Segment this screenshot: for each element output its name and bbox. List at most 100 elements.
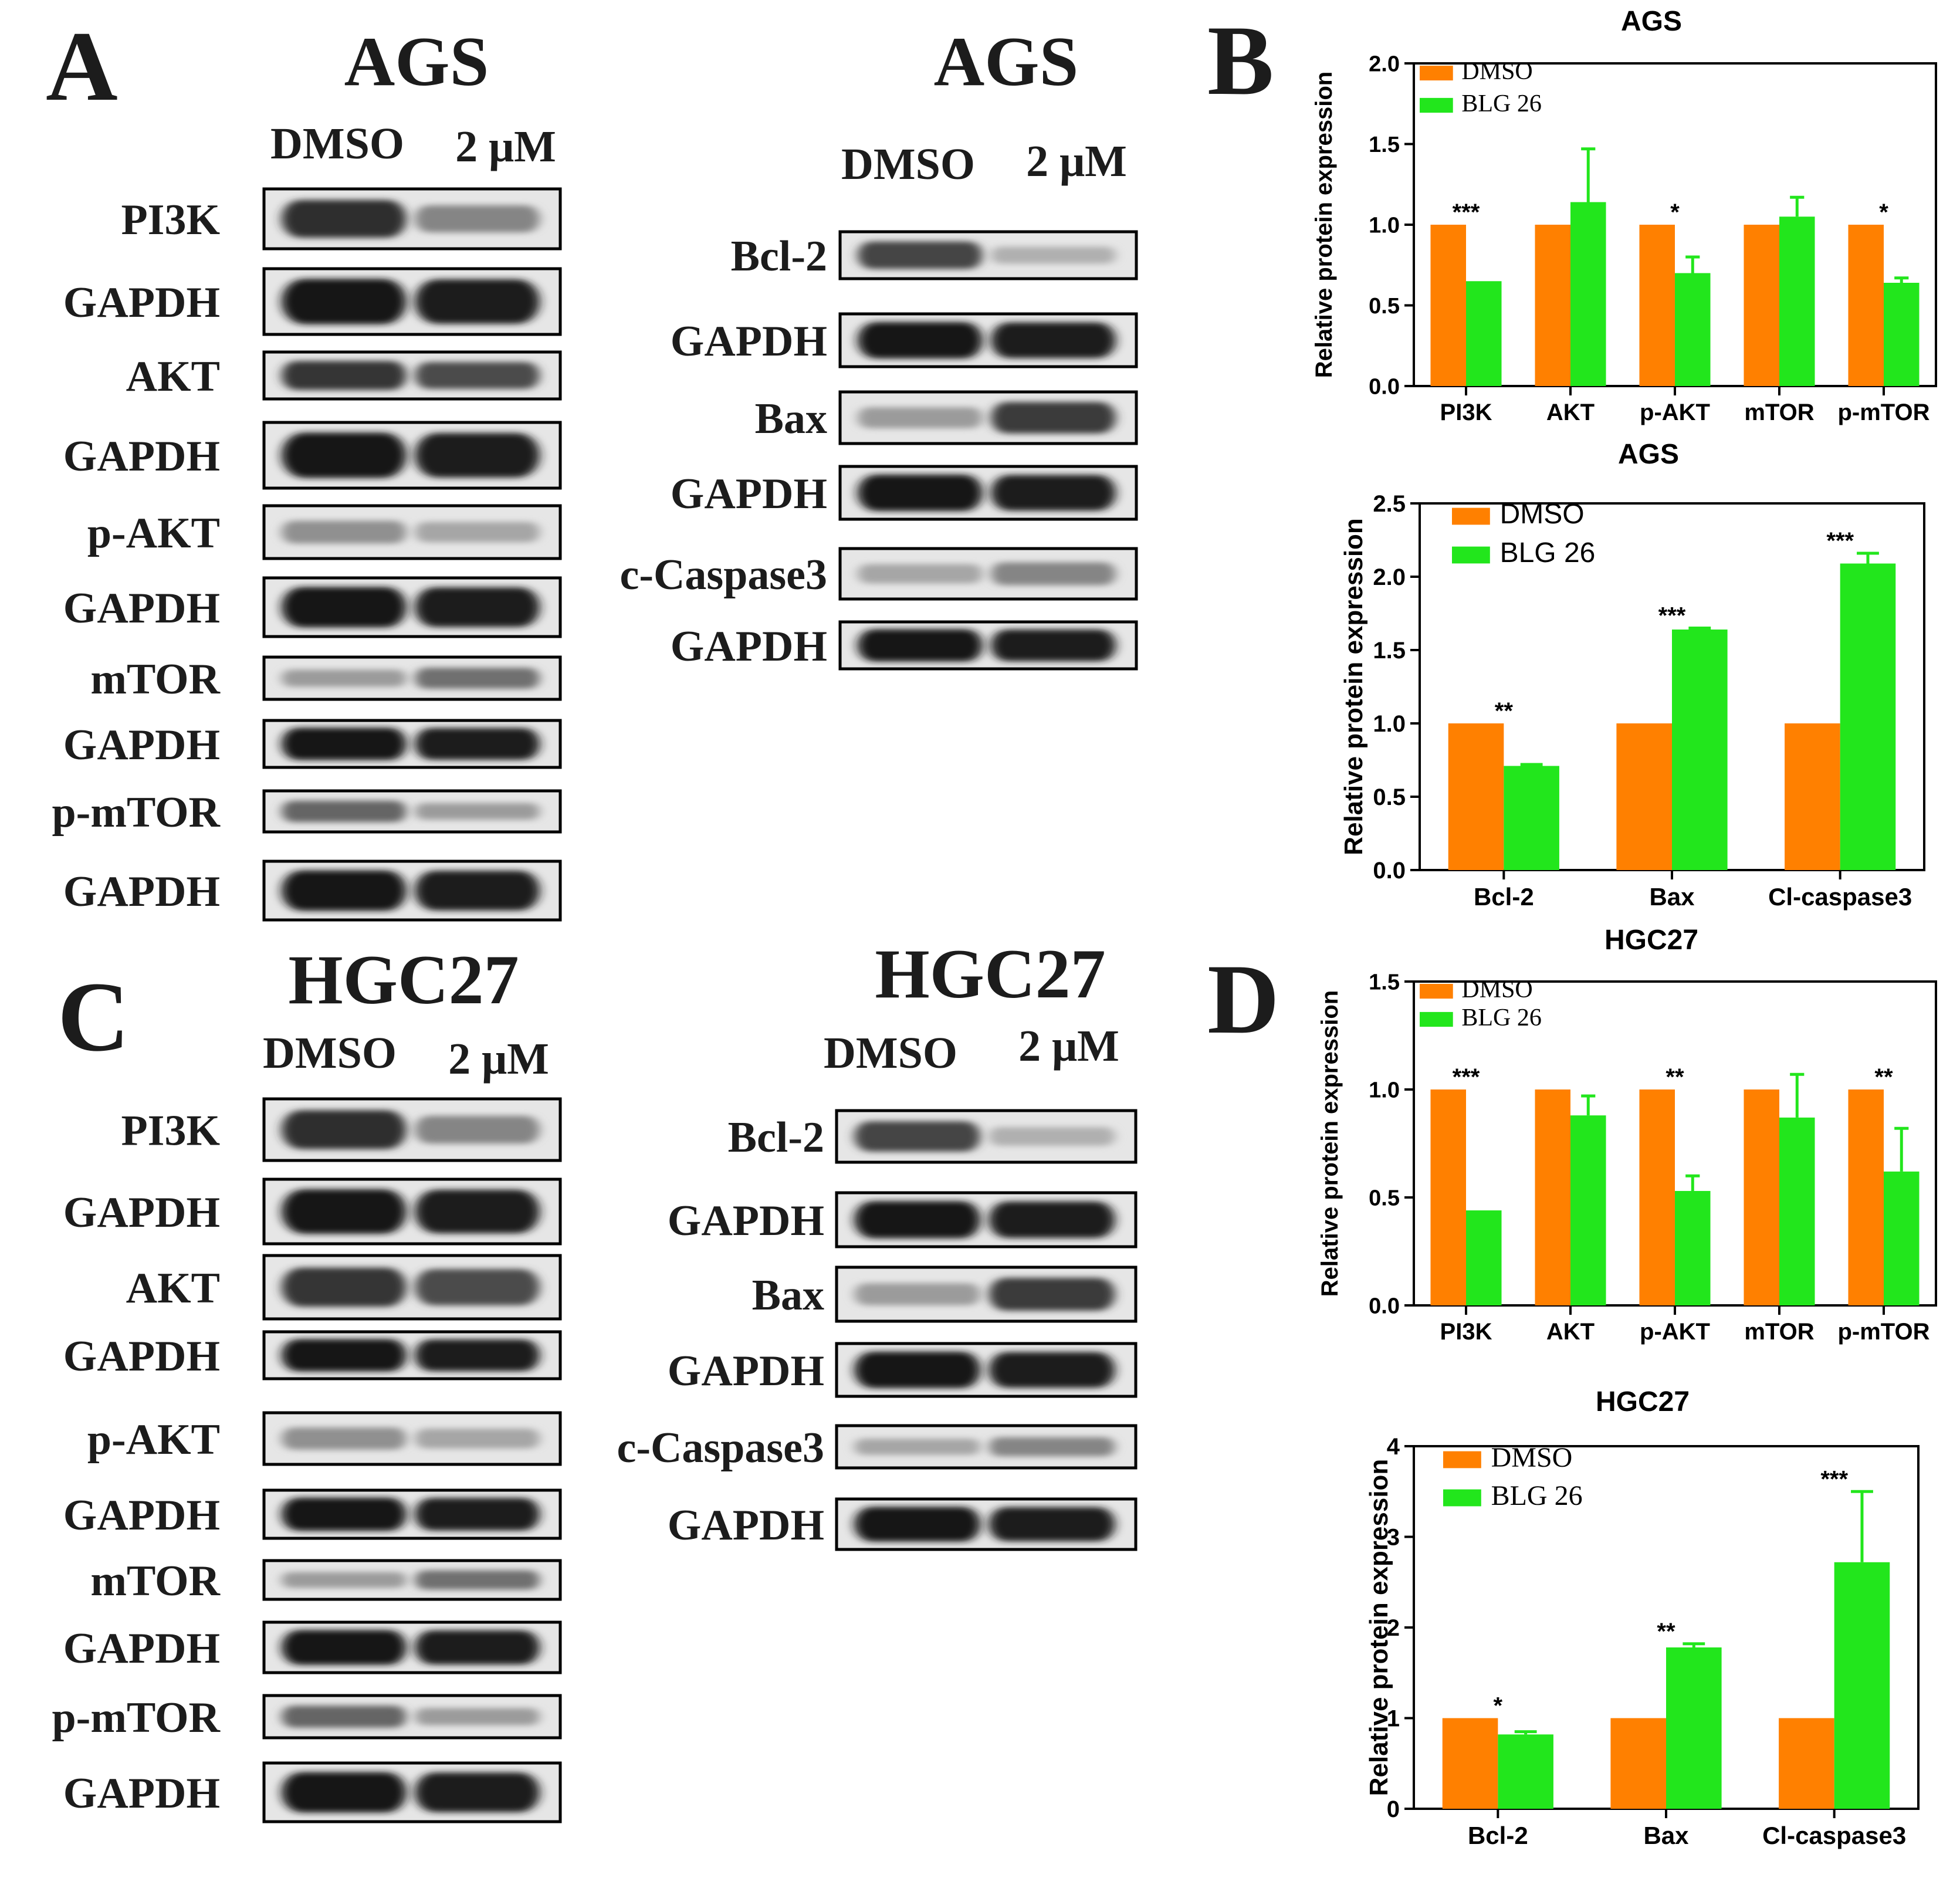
bar-blg26 bbox=[1570, 1115, 1606, 1305]
lane-label-treated: 2 μM bbox=[455, 122, 556, 171]
legend-swatch-blg26 bbox=[1420, 1011, 1453, 1027]
blot-row-label: GAPDH bbox=[63, 1189, 220, 1237]
band-dmso bbox=[282, 727, 407, 760]
bar-blg26 bbox=[1884, 283, 1920, 386]
blot-strip-border bbox=[835, 1424, 1138, 1470]
blot-strip-border bbox=[262, 350, 562, 401]
x-tick-label: PI3K bbox=[1440, 400, 1492, 425]
blot-row-label: GAPDH bbox=[668, 1197, 824, 1245]
blot-row-label: GAPDH bbox=[63, 279, 220, 327]
significance-mark: *** bbox=[1658, 603, 1686, 629]
x-tick-label: p-AKT bbox=[1640, 1319, 1710, 1345]
band-dmso bbox=[282, 279, 407, 324]
blot-row-bcl-2: Bcl-2 bbox=[731, 230, 1138, 280]
blot-row-label: GAPDH bbox=[63, 584, 220, 632]
bar-blg26 bbox=[1570, 202, 1606, 386]
x-tick-label: p-AKT bbox=[1640, 400, 1710, 425]
significance-mark: *** bbox=[1453, 1064, 1480, 1090]
bar-dmso bbox=[1639, 225, 1675, 386]
x-tick-label: Cl-caspase3 bbox=[1762, 1822, 1906, 1849]
legend-swatch-dmso bbox=[1443, 1451, 1481, 1468]
blot-row-label: GAPDH bbox=[63, 1491, 220, 1539]
band-dmso bbox=[282, 587, 407, 628]
band-dmso bbox=[854, 1507, 980, 1542]
blot-panel-ags-pathway: AGS DMSO 2 μM PI3K GAPDH AKT GAPDH p-AKT GAPD… bbox=[52, 22, 562, 922]
band-treated bbox=[989, 1201, 1115, 1239]
blot-row-label: GAPDH bbox=[668, 1347, 824, 1395]
x-tick-label: p-mTOR bbox=[1837, 400, 1929, 425]
significance-mark: * bbox=[1494, 1693, 1503, 1719]
chart-title: HGC27 bbox=[1604, 925, 1698, 956]
y-tick-label: 2.5 bbox=[1373, 491, 1406, 517]
x-tick-label: p-mTOR bbox=[1837, 1319, 1929, 1345]
blot-strip-border bbox=[838, 465, 1138, 521]
blot-row-label: GAPDH bbox=[671, 470, 827, 518]
legend-label-blg26: BLG 26 bbox=[1491, 1480, 1583, 1511]
lane-label-treated: 2 μM bbox=[1026, 137, 1127, 186]
legend-swatch-dmso bbox=[1420, 65, 1453, 81]
x-tick-label: Bcl-2 bbox=[1474, 883, 1534, 911]
blot-row-gapdh: GAPDH bbox=[63, 1761, 562, 1823]
blot-row-label: Bax bbox=[752, 1271, 824, 1319]
significance-mark: *** bbox=[1453, 199, 1480, 225]
lane-label-dmso: DMSO bbox=[263, 1028, 397, 1078]
band-treated bbox=[989, 1277, 1115, 1311]
bar-dmso bbox=[1535, 225, 1570, 386]
blot-row-c-caspase3: c-Caspase3 bbox=[620, 547, 1138, 601]
band-dmso bbox=[282, 1267, 407, 1307]
blot-row-label: mTOR bbox=[90, 1557, 221, 1605]
blot-panel-hgc27-apoptosis: HGC27 DMSO 2 μM Bcl-2 GAPDH Bax GAPDH c-Casp… bbox=[617, 935, 1138, 1551]
y-tick-label: 2 bbox=[1387, 1615, 1400, 1641]
blot-row-label: GAPDH bbox=[63, 1769, 220, 1818]
significance-mark: ** bbox=[1657, 1619, 1675, 1644]
panel-letter-d: D bbox=[1207, 944, 1279, 1054]
bar-dmso bbox=[1430, 225, 1466, 386]
x-tick-label: Bax bbox=[1649, 883, 1695, 911]
blot-strip-border bbox=[262, 1620, 562, 1674]
legend-label-dmso: DMSO bbox=[1491, 1442, 1573, 1473]
blot-strip-border bbox=[262, 1330, 562, 1380]
bar-dmso bbox=[1442, 1718, 1498, 1809]
legend-swatch-dmso bbox=[1452, 507, 1490, 525]
blot-strip-border bbox=[262, 1177, 562, 1246]
blot-strip-border bbox=[838, 547, 1138, 601]
y-tick-label: 0.5 bbox=[1373, 784, 1406, 810]
band-treated bbox=[415, 1498, 540, 1531]
blot-row-bax: Bax bbox=[752, 1265, 1138, 1323]
band-dmso bbox=[858, 564, 983, 584]
significance-mark: * bbox=[1670, 199, 1680, 225]
band-treated bbox=[415, 1772, 540, 1812]
x-tick-label: mTOR bbox=[1744, 400, 1814, 425]
blot-strip-border bbox=[262, 1097, 562, 1162]
band-dmso bbox=[858, 474, 983, 512]
band-dmso bbox=[854, 1351, 980, 1389]
bar-blg26 bbox=[1675, 1190, 1711, 1305]
band-dmso bbox=[282, 1572, 407, 1588]
blot-panel-ags-apoptosis: AGS DMSO 2 μM Bcl-2 GAPDH Bax GAPDH c-Caspas… bbox=[620, 22, 1138, 671]
bar-blg26 bbox=[1779, 216, 1815, 386]
blot-title: HGC27 bbox=[875, 935, 1105, 1013]
blot-row-p-mtor: p-mTOR bbox=[52, 789, 562, 837]
band-dmso bbox=[282, 1497, 407, 1531]
band-treated bbox=[991, 475, 1116, 511]
blot-row-gapdh: GAPDH bbox=[668, 1342, 1138, 1398]
blot-strip-border bbox=[835, 1265, 1138, 1323]
band-dmso bbox=[858, 629, 983, 662]
significance-mark: *** bbox=[1820, 1466, 1848, 1492]
blot-strip-border bbox=[262, 267, 562, 336]
blot-row-label: AKT bbox=[126, 353, 220, 401]
blot-row-label: GAPDH bbox=[63, 432, 220, 481]
blot-strip-border bbox=[262, 719, 562, 769]
band-treated bbox=[989, 1352, 1115, 1388]
blot-row-mtor: mTOR bbox=[90, 655, 562, 703]
blot-strip-border bbox=[835, 1109, 1138, 1164]
band-dmso bbox=[854, 1201, 980, 1239]
bar-dmso bbox=[1848, 225, 1884, 386]
blot-row-akt: AKT bbox=[126, 350, 562, 401]
band-treated bbox=[415, 1429, 540, 1449]
significance-mark: ** bbox=[1874, 1064, 1893, 1090]
band-dmso bbox=[282, 1427, 407, 1450]
band-treated bbox=[415, 1630, 540, 1665]
y-tick-label: 0.0 bbox=[1369, 1294, 1400, 1318]
bar-blg26 bbox=[1504, 766, 1559, 870]
